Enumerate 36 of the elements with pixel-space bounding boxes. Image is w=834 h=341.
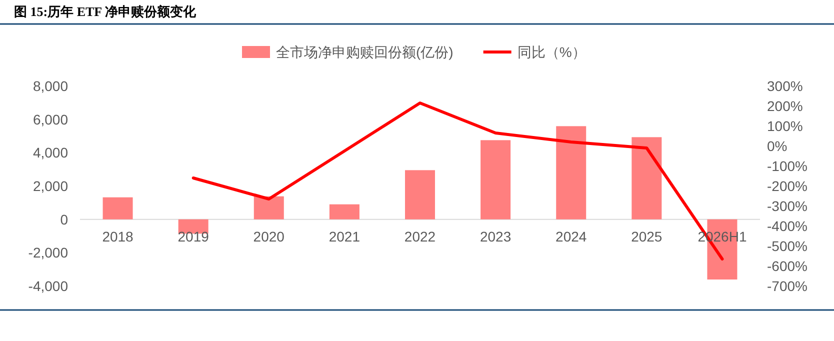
y2-tick-label: 0% bbox=[767, 138, 788, 154]
y2-tick-label: 300% bbox=[767, 78, 803, 94]
bar bbox=[556, 126, 586, 220]
y2-tick-label: 100% bbox=[767, 118, 803, 134]
y2-tick-label: -700% bbox=[767, 278, 808, 294]
x-tick-label: 2022 bbox=[404, 228, 436, 244]
x-tick-label: 2020 bbox=[253, 228, 285, 244]
bar bbox=[405, 170, 435, 220]
y-tick-label: 2,000 bbox=[32, 178, 68, 194]
y-tick-label: 0 bbox=[60, 211, 68, 228]
legend-label: 全市场净申购赎回份额(亿份) bbox=[276, 44, 454, 60]
bar bbox=[632, 137, 662, 220]
x-tick-label: 2024 bbox=[556, 228, 587, 244]
bar bbox=[254, 196, 284, 220]
legend-label: 同比（%） bbox=[517, 44, 586, 60]
y2-tick-label: -300% bbox=[767, 198, 808, 214]
y-tick-label: -2,000 bbox=[28, 244, 68, 261]
y2-tick-label: 200% bbox=[767, 98, 803, 114]
x-tick-label: 2025 bbox=[631, 228, 662, 244]
y2-tick-label: -600% bbox=[767, 258, 808, 274]
y2-tick-label: -500% bbox=[767, 238, 808, 254]
x-tick-label: 2021 bbox=[328, 228, 360, 244]
y-tick-label: 4,000 bbox=[32, 144, 68, 161]
y-tick-label: 6,000 bbox=[32, 111, 68, 128]
bar bbox=[329, 204, 360, 220]
y2-tick-label: -100% bbox=[767, 158, 808, 174]
x-tick-label: 2019 bbox=[178, 228, 210, 244]
x-tick-label: 2018 bbox=[102, 228, 134, 244]
chart-title: 图 15:历年 ETF 净申赎份额变化 bbox=[14, 4, 197, 19]
y-tick-label: 8,000 bbox=[32, 78, 68, 94]
bar bbox=[102, 197, 133, 220]
y-tick-label: -4,000 bbox=[28, 278, 68, 294]
x-tick-label: 2023 bbox=[480, 228, 512, 244]
y2-tick-label: -400% bbox=[767, 218, 808, 234]
y2-tick-label: -200% bbox=[767, 178, 808, 194]
bar bbox=[480, 140, 511, 220]
